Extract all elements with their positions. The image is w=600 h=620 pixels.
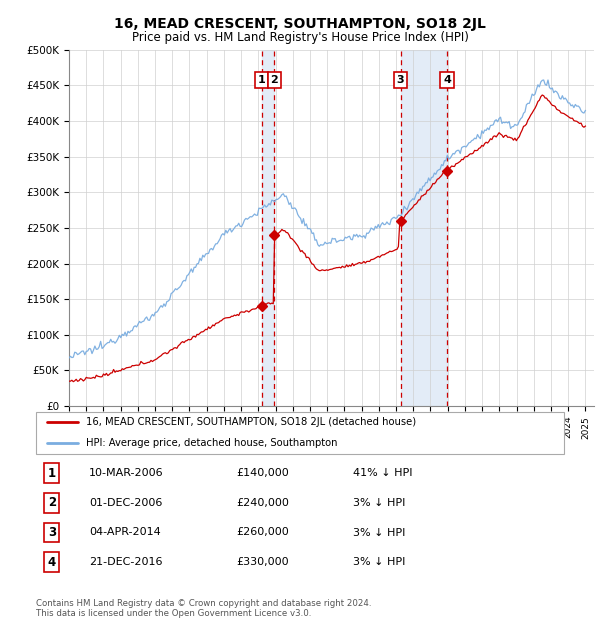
- Bar: [262, 50, 274, 406]
- Text: 16, MEAD CRESCENT, SOUTHAMPTON, SO18 2JL: 16, MEAD CRESCENT, SOUTHAMPTON, SO18 2JL: [114, 17, 486, 32]
- Text: £140,000: £140,000: [236, 468, 289, 478]
- Text: 3% ↓ HPI: 3% ↓ HPI: [353, 557, 405, 567]
- Text: 1: 1: [258, 75, 265, 85]
- Text: £240,000: £240,000: [236, 498, 290, 508]
- Text: 4: 4: [443, 75, 451, 85]
- Bar: [401, 50, 447, 406]
- Text: 41% ↓ HPI: 41% ↓ HPI: [353, 468, 412, 478]
- Text: 10-MAR-2006: 10-MAR-2006: [89, 468, 163, 478]
- Text: 21-DEC-2016: 21-DEC-2016: [89, 557, 162, 567]
- Text: 3: 3: [48, 526, 56, 539]
- Text: 4: 4: [48, 556, 56, 569]
- Text: Price paid vs. HM Land Registry's House Price Index (HPI): Price paid vs. HM Land Registry's House …: [131, 31, 469, 44]
- Text: 16, MEAD CRESCENT, SOUTHAMPTON, SO18 2JL (detached house): 16, MEAD CRESCENT, SOUTHAMPTON, SO18 2JL…: [86, 417, 416, 427]
- FancyBboxPatch shape: [36, 412, 564, 454]
- Text: 2: 2: [48, 497, 56, 510]
- Text: Contains HM Land Registry data © Crown copyright and database right 2024.
This d: Contains HM Land Registry data © Crown c…: [36, 599, 371, 618]
- Text: £330,000: £330,000: [236, 557, 289, 567]
- Text: 2: 2: [271, 75, 278, 85]
- Text: 3: 3: [397, 75, 404, 85]
- Text: 01-DEC-2006: 01-DEC-2006: [89, 498, 162, 508]
- Text: 1: 1: [48, 467, 56, 480]
- Text: HPI: Average price, detached house, Southampton: HPI: Average price, detached house, Sout…: [86, 438, 338, 448]
- Text: £260,000: £260,000: [236, 528, 289, 538]
- Text: 04-APR-2014: 04-APR-2014: [89, 528, 161, 538]
- Text: 3% ↓ HPI: 3% ↓ HPI: [353, 528, 405, 538]
- Text: 3% ↓ HPI: 3% ↓ HPI: [353, 498, 405, 508]
